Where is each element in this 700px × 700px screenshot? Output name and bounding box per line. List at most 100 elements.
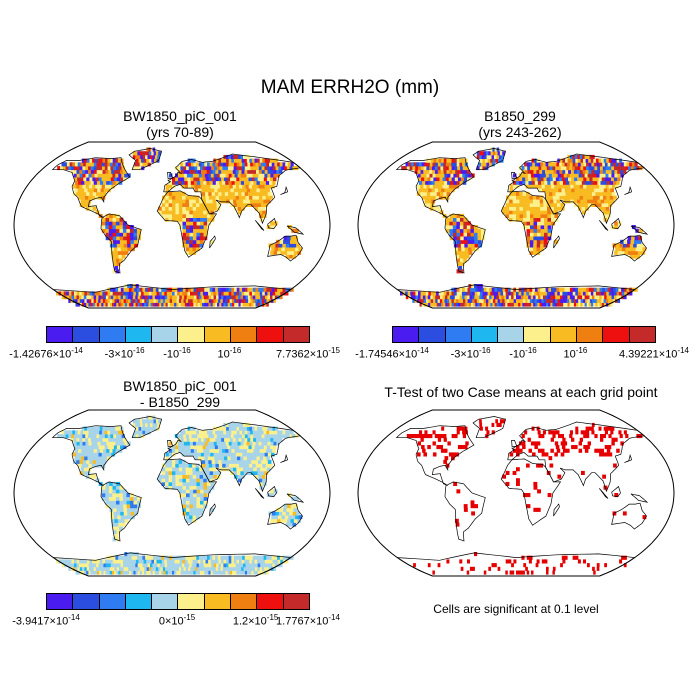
- grid-cell: [167, 570, 171, 575]
- grid-cell: [233, 295, 236, 300]
- grid-cell: [445, 162, 449, 167]
- grid-cell: [76, 434, 80, 439]
- grid-cell: [476, 284, 480, 289]
- grid-cell: [565, 302, 568, 307]
- grid-cell: [486, 162, 490, 167]
- grid-cell: [244, 426, 248, 431]
- grid-cell: [201, 555, 205, 560]
- grid-cell: [472, 566, 475, 571]
- grid-cell: [273, 173, 277, 178]
- grid-cell: [606, 180, 611, 185]
- grid-cell: [152, 302, 156, 307]
- grid-cell: [530, 166, 534, 171]
- grid-cell: [618, 162, 622, 167]
- grid-cell: [522, 199, 527, 204]
- grid-cell: [555, 166, 559, 171]
- grid-cell: [295, 247, 299, 252]
- grid-cell: [212, 555, 216, 560]
- grid-cell: [122, 489, 127, 494]
- grid-cell: [228, 191, 232, 196]
- grid-cell: [607, 445, 612, 450]
- grid-cell: [572, 287, 576, 292]
- grid-cell: [84, 298, 88, 303]
- grid-cell: [617, 298, 621, 303]
- grid-cell: [530, 232, 534, 237]
- grid-cell: [182, 430, 186, 435]
- grid-cell: [562, 191, 566, 196]
- grid-cell: [415, 291, 419, 296]
- grid-cell: [563, 184, 568, 189]
- grid-cell: [77, 162, 81, 167]
- grid-cell: [233, 158, 237, 163]
- grid-cell: [225, 430, 229, 435]
- grid-cell: [179, 217, 183, 222]
- grid-cell: [262, 195, 267, 200]
- grid-cell: [541, 559, 545, 564]
- grid-cell: [622, 166, 626, 171]
- grid-cell: [201, 563, 205, 568]
- grid-cell: [116, 243, 121, 248]
- grid-cell: [146, 158, 150, 163]
- grid-cell: [225, 162, 229, 167]
- grid-cell: [537, 287, 541, 292]
- grid-cell: [509, 298, 512, 303]
- panel-2-map: [357, 141, 675, 309]
- grid-cell: [602, 452, 606, 457]
- grid-cell: [71, 291, 75, 296]
- grid-cell: [593, 302, 596, 307]
- grid-cell: [536, 298, 540, 303]
- map-frame: [357, 409, 675, 577]
- grid-cell: [617, 177, 621, 182]
- grid-cell: [238, 169, 242, 174]
- grid-cell: [186, 437, 190, 442]
- grid-cell: [257, 177, 262, 182]
- grid-cell: [151, 419, 154, 424]
- grid-cell: [246, 456, 251, 461]
- panel-3-colorbar-labels: -3.9417×10-14 0×10-15 1.2×10-15 1.7767×10-1…: [12, 613, 340, 629]
- grid-cell: [234, 570, 237, 575]
- grid-cell: [634, 287, 638, 292]
- grid-cell: [117, 250, 122, 255]
- grid-cell: [192, 169, 196, 174]
- grid-cell: [553, 180, 558, 185]
- grid-cell: [132, 151, 136, 156]
- grid-cell: [200, 485, 204, 490]
- grid-cell: [531, 302, 534, 307]
- grid-cell: [536, 202, 541, 207]
- grid-cell: [235, 452, 240, 457]
- grid-cell: [109, 441, 113, 446]
- grid-cell: [524, 166, 528, 171]
- grid-cell: [69, 563, 72, 568]
- grid-cell: [470, 228, 475, 233]
- grid-cell: [544, 184, 549, 189]
- grid-cell: [101, 445, 106, 450]
- grid-cell: [123, 236, 128, 241]
- grid-cell: [603, 180, 608, 185]
- grid-cell: [180, 570, 184, 575]
- coastline: [553, 235, 560, 249]
- grid-cell: [621, 250, 625, 255]
- grid-cell: [215, 430, 219, 435]
- grid-cell: [233, 166, 237, 171]
- grid-cell: [104, 430, 108, 435]
- grid-cell: [192, 437, 196, 442]
- grid-cell: [244, 166, 248, 171]
- grid-cell: [71, 166, 75, 171]
- grid-cell: [576, 184, 581, 189]
- grid-cell: [82, 570, 85, 575]
- grid-cell: [98, 184, 103, 189]
- grid-cell: [111, 169, 115, 174]
- grid-cell: [623, 169, 627, 174]
- grid-cell: [105, 213, 110, 218]
- grid-cell: [498, 154, 502, 159]
- grid-cell: [189, 173, 194, 178]
- grid-cell: [596, 195, 600, 200]
- grid-cell: [242, 195, 246, 200]
- grid-cell: [540, 177, 544, 182]
- grid-cell: [223, 184, 227, 189]
- grid-cell: [494, 563, 497, 568]
- grid-cell: [276, 173, 280, 178]
- grid-cell: [410, 162, 414, 167]
- grid-cell: [534, 158, 537, 163]
- grid-cell: [222, 441, 227, 446]
